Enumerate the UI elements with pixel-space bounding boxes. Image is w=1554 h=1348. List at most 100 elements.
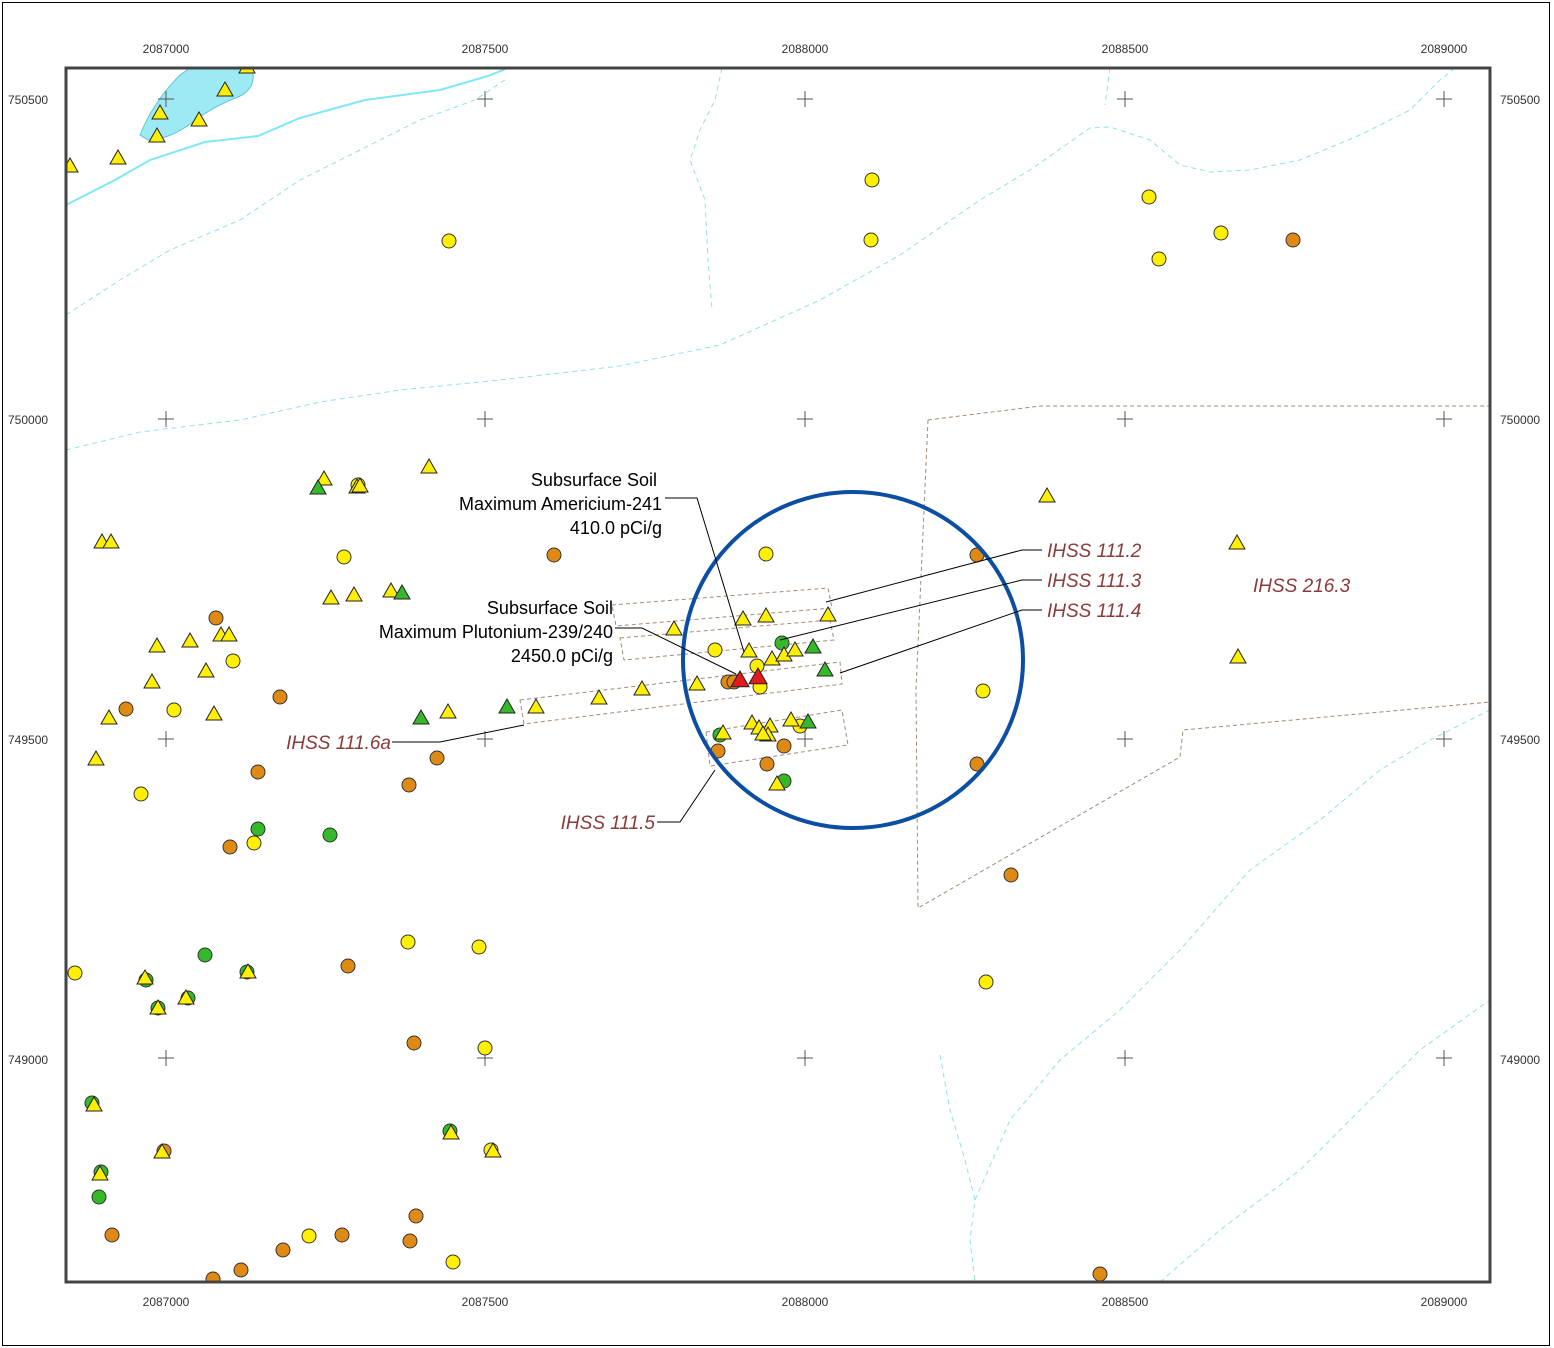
sample-point-circle (759, 756, 775, 772)
sample-point-triangle (136, 968, 154, 985)
ihss-111-2-label: IHSS 111.2 (1047, 541, 1142, 562)
sample-point-triangle (345, 585, 363, 602)
ihss-111-5-label: IHSS 111.5 (561, 813, 656, 834)
sample-point-triangle (688, 674, 706, 691)
sample-point-circle (246, 835, 262, 851)
y-tick-label: 749500 (8, 733, 48, 747)
sample-point-circle (133, 786, 149, 802)
y-tick-label: 749000 (1500, 1053, 1540, 1067)
sample-point-triangle (819, 605, 837, 622)
sample-point-triangle (309, 478, 327, 495)
sample-point-triangle (393, 583, 411, 600)
sample-point-circle (441, 233, 457, 249)
y-axis-right-labels: 750500 750000 749500 749000 (1500, 93, 1540, 1067)
sample-point-circle (471, 939, 487, 955)
sample-point-circle (408, 1208, 424, 1224)
sample-point-circle (429, 750, 445, 766)
y-tick-label: 750000 (8, 413, 48, 427)
sample-point-triangle (1229, 647, 1247, 664)
sample-point-triangle (527, 697, 545, 714)
y-tick-label: 750000 (1500, 413, 1540, 427)
sample-point-circle (205, 1271, 221, 1282)
ihss-111-4-leader (839, 609, 1042, 674)
sample-point-circle (477, 1040, 493, 1056)
sample-point-triangle (816, 660, 834, 677)
sample-point-triangle (757, 606, 775, 623)
sample-point-circle (272, 689, 288, 705)
sample-point-triangle (205, 704, 223, 721)
sample-point-circle (406, 1035, 422, 1051)
sample-point-triangle (786, 640, 804, 657)
sample-point-triangle (197, 661, 215, 678)
sample-point-circle (275, 1242, 291, 1258)
sample-point-triangle (315, 469, 333, 486)
sample-point-circle (975, 683, 991, 699)
ihss-216-3-boundary (915, 405, 1490, 909)
ihss-111-6a-boundary (519, 661, 843, 725)
ihss-111-6a-leader (392, 724, 525, 743)
x-tick-label: 2087500 (462, 1295, 509, 1309)
sample-point-triangle (382, 581, 400, 598)
ihss-111-3-boundary (619, 619, 835, 661)
sample-point-circle (67, 965, 83, 981)
sample-point-triangle (149, 998, 167, 1015)
sample-point-circle (322, 827, 338, 843)
sample-point-triangle (190, 110, 208, 127)
sample-point-circle (166, 702, 182, 718)
sample-point-triangle (782, 710, 800, 727)
sample-point-triangle (102, 532, 120, 549)
y-tick-label: 749000 (8, 1053, 48, 1067)
sample-point-circle (1285, 232, 1301, 248)
sample-point-triangle (151, 103, 169, 120)
sample-point-triangle (322, 588, 340, 605)
sample-point-triangle (734, 609, 752, 626)
sample-point-circle (445, 1254, 461, 1270)
y-axis-left-labels: 750500 750000 749500 749000 (8, 93, 48, 1067)
sample-point-triangle (439, 702, 457, 719)
sample-point-triangle (177, 988, 195, 1005)
y-tick-label: 750500 (1500, 93, 1540, 107)
sample-point-triangle (220, 625, 238, 642)
x-tick-label: 2089000 (1421, 42, 1468, 56)
sample-point-circle (250, 821, 266, 837)
sample-point-circle (400, 934, 416, 950)
ihss-111-2-boundary (611, 587, 833, 627)
sample-point-circle (197, 947, 213, 963)
sample-point-triangle (1228, 533, 1246, 550)
sample-point-circle (91, 1189, 107, 1205)
sample-point-triangle (633, 679, 651, 696)
plutonium-callout-line2: Maximum Plutonium-239/240 (379, 622, 613, 642)
sample-point-circle (546, 547, 562, 563)
sample-point-triangle (590, 688, 608, 705)
sample-markers[interactable] (62, 59, 1301, 1286)
plutonium-callout-line1: Subsurface Soil (487, 598, 613, 618)
sample-point-triangle (484, 1141, 502, 1158)
sample-point-circle (1092, 1266, 1108, 1282)
x-axis-top-labels: 2087000 2087500 2088000 2088500 2089000 (143, 42, 1468, 56)
sample-point-triangle (351, 476, 369, 493)
stream-line (66, 68, 509, 206)
ihss-111-3-label: IHSS 111.3 (1047, 571, 1142, 592)
sample-point-circle (863, 232, 879, 248)
sample-point-circle (1151, 251, 1167, 267)
sample-point-circle (301, 1228, 317, 1244)
drainage-lines (66, 68, 1490, 1282)
sample-point-triangle (148, 126, 166, 143)
y-tick-label: 750500 (8, 93, 48, 107)
sample-point-circle (978, 974, 994, 990)
x-tick-label: 2088000 (782, 42, 829, 56)
sample-point-circle (864, 172, 880, 188)
sample-point-circle (776, 738, 792, 754)
map-border (64, 66, 1492, 1284)
sample-point-circle (758, 546, 774, 562)
ihss-111-6a-label: IHSS 111.6a (286, 733, 391, 754)
sample-point-triangle (153, 1142, 171, 1159)
sample-point-circle (401, 777, 417, 793)
x-tick-label: 2087500 (462, 42, 509, 56)
sample-point-triangle (498, 697, 516, 714)
sample-point-circle (118, 701, 134, 717)
sample-point-triangle (1038, 486, 1056, 503)
sample-point-triangle (768, 774, 786, 791)
sample-point-triangle (442, 1123, 460, 1140)
